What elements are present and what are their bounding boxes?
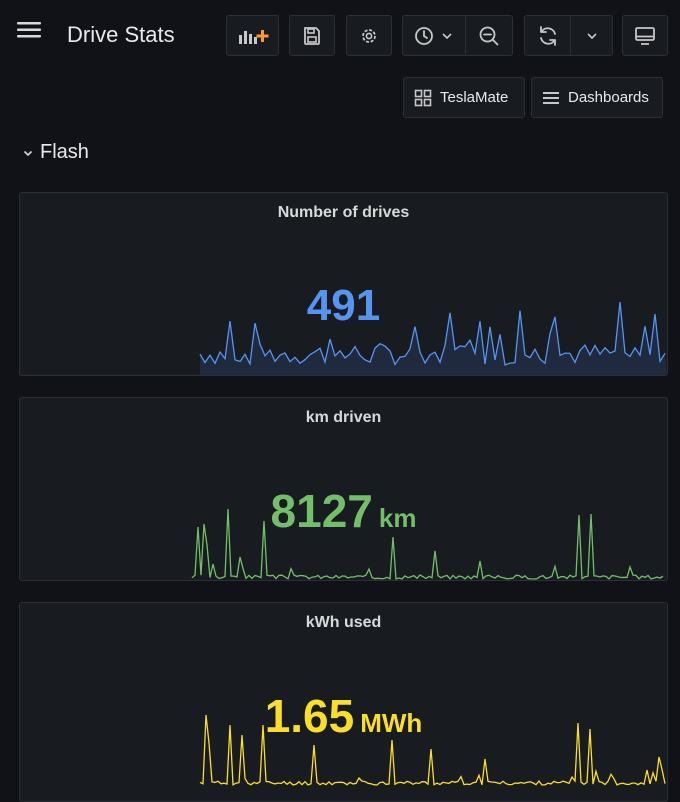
stat-unit: km: [378, 503, 417, 533]
dashboards-link[interactable]: Dashboards: [531, 77, 663, 118]
panel-title: km driven: [305, 409, 382, 426]
chevron-down-icon: [586, 32, 597, 39]
sparkline-km: [191, 508, 664, 580]
refresh-button[interactable]: [524, 15, 571, 56]
stat-number: 1.65: [264, 690, 355, 742]
sparkline-drives-line: [199, 302, 666, 367]
refresh-interval-dropdown[interactable]: [570, 15, 613, 56]
add-panel-icon: [238, 29, 268, 44]
zoom-out-button[interactable]: [465, 15, 513, 56]
menu-icon: [17, 22, 41, 38]
panel-title: kWh used: [305, 614, 382, 631]
zoom-out-icon: [479, 26, 499, 45]
tv-icon: [635, 26, 655, 45]
chevron-down-icon: [23, 150, 33, 156]
panel-kwh-used[interactable]: kWh used 1.65 MWh: [19, 602, 668, 802]
stat-value-drives: 491: [20, 281, 667, 331]
tv-mode-button[interactable]: [622, 15, 668, 56]
sparkline-km-line: [191, 508, 664, 580]
panel-title: Number of drives: [277, 204, 410, 221]
grid-icon: [414, 89, 432, 106]
refresh-icon: [539, 25, 556, 46]
time-picker-button[interactable]: [402, 15, 466, 56]
stat-value-km: 8127 km: [20, 484, 667, 538]
row-title: Flash: [40, 141, 89, 163]
panel-number-of-drives[interactable]: Number of drives 491: [19, 192, 668, 376]
clock-icon: [415, 26, 433, 45]
dashboard-title: Drive Stats: [67, 22, 175, 47]
dashboards-link-label: Dashboards: [568, 89, 649, 106]
add-panel-button[interactable]: [226, 15, 279, 56]
menu-button[interactable]: [16, 20, 52, 48]
sparkline-drives-area: [200, 302, 667, 375]
stat-number: 8127: [270, 485, 373, 537]
sparkline-kwh: [199, 714, 666, 786]
row-header-flash[interactable]: Flash: [22, 141, 89, 164]
stat-value-kwh: 1.65 MWh: [20, 689, 667, 743]
sparkline-drives: [199, 302, 667, 375]
chevron-down-icon: [442, 32, 452, 39]
list-icon: [543, 91, 559, 104]
stat-number: 491: [306, 281, 381, 330]
sparkline-kwh-line: [199, 714, 666, 786]
teslamate-link-label: TeslaMate: [440, 89, 509, 106]
settings-button[interactable]: [346, 15, 392, 56]
teslamate-link[interactable]: TeslaMate: [403, 77, 525, 118]
stat-unit: MWh: [360, 708, 423, 738]
panel-km-driven[interactable]: km driven 8127 km: [19, 397, 668, 581]
save-dashboard-button[interactable]: [289, 15, 335, 56]
save-icon: [304, 26, 320, 45]
top-bar: Drive Stats: [0, 0, 680, 70]
gear-icon: [362, 28, 376, 43]
